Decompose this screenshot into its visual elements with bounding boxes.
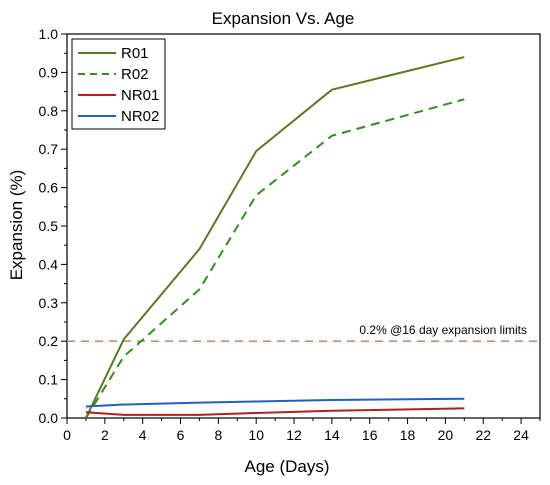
x-tick-label: 24 [513,427,529,443]
x-axis-label: Age (Days) [244,457,329,476]
x-tick-label: 4 [139,427,147,443]
x-tick-label: 22 [475,427,491,443]
y-tick-label: 0.7 [39,141,59,157]
series-line-nr02 [85,397,465,408]
series-line-r01 [85,56,465,419]
x-tick-label: 16 [362,427,378,443]
y-tick-label: 0.2 [39,333,59,349]
legend-label-nr02: NR02 [121,108,159,125]
chart-title: Expansion Vs. Age [212,9,355,28]
x-tick-label: 14 [324,427,340,443]
legend-label-r02: R02 [121,66,149,83]
y-tick-label: 1.0 [39,26,59,42]
x-tick-label: 8 [214,427,222,443]
x-tick-label: 18 [400,427,416,443]
x-tick-label: 10 [248,427,264,443]
series-line-r02 [85,98,465,419]
y-tick-label: 0.1 [39,372,59,388]
reference-line-label: 0.2% @16 day expansion limits [359,323,527,337]
y-tick-label: 0.4 [39,256,59,272]
y-tick-label: 0.8 [39,103,59,119]
x-tick-label: 20 [438,427,454,443]
y-tick-label: 0.3 [39,295,59,311]
y-tick-label: 0.5 [39,218,59,234]
legend-label-nr01: NR01 [121,87,159,104]
legend-label-r01: R01 [121,45,149,62]
series-line-nr01 [85,407,465,416]
x-tick-label: 0 [63,427,71,443]
legend: R01 R02 NR01 NR02 [71,38,166,130]
x-tick-label: 6 [177,427,185,443]
x-tick-label: 12 [286,427,302,443]
y-tick-label: 0.9 [39,64,59,80]
x-tick-label: 2 [101,427,109,443]
y-tick-label: 0.0 [39,410,59,426]
y-axis-label: Expansion (%) [7,170,26,281]
y-tick-label: 0.6 [39,180,59,196]
plot-area: 0 2 4 6 8 10 12 14 16 18 20 22 240.00.10.20.30.40.50… [39,26,541,443]
